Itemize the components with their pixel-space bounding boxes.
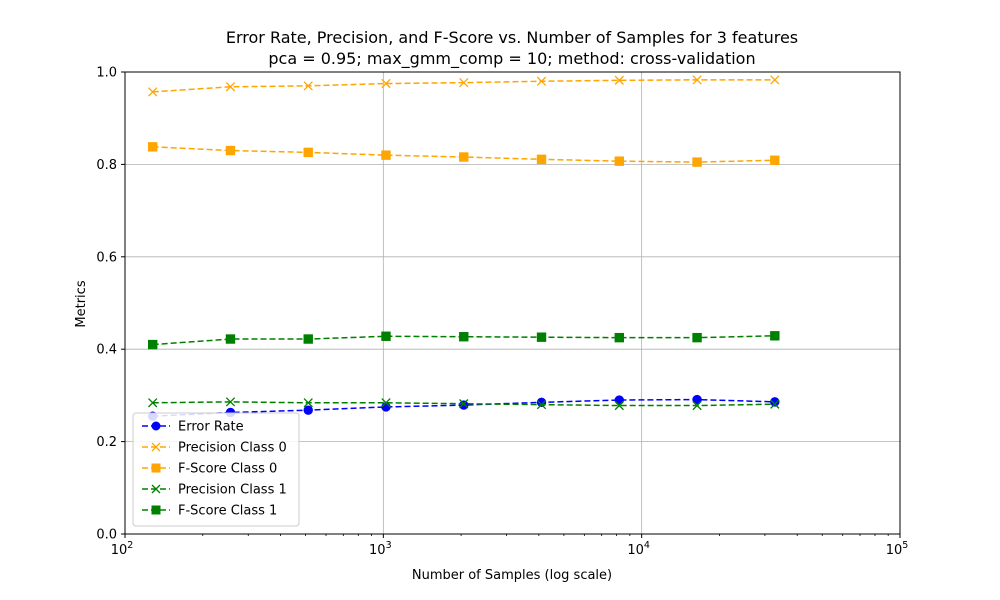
x-tick-base: 10 <box>627 543 644 558</box>
data-point <box>225 145 236 156</box>
plot-frame <box>124 71 901 535</box>
x-tick-label: 105 <box>886 540 909 558</box>
series-f-score-class-1 <box>147 331 780 350</box>
data-point <box>303 334 313 344</box>
data-point <box>381 398 391 408</box>
y-tick-label: 0.8 <box>96 158 117 173</box>
data-point <box>381 78 391 89</box>
y-tick-label: 1.0 <box>96 66 117 81</box>
x-tick-base: 10 <box>111 543 128 558</box>
data-point <box>692 400 702 411</box>
series-layer <box>147 75 780 421</box>
data-point <box>536 154 547 165</box>
data-point <box>225 397 236 407</box>
y-tick-label: 0.6 <box>96 250 117 265</box>
y-tick-label: 0.4 <box>96 343 117 358</box>
legend-item: F-Score Class 0 <box>142 462 277 477</box>
data-point <box>692 332 702 343</box>
legend-item: Error Rate <box>142 420 244 435</box>
y-tick-label: 0.0 <box>96 528 117 543</box>
x-tick-exponent: 4 <box>644 540 650 551</box>
data-point <box>151 463 161 473</box>
x-tick-label: 103 <box>369 540 392 558</box>
data-point <box>770 397 780 407</box>
legend-label: Precision Class 1 <box>178 483 287 498</box>
data-point <box>614 156 624 166</box>
chart-title: Error Rate, Precision, and F-Score vs. N… <box>226 28 798 47</box>
data-point <box>151 484 161 494</box>
data-point <box>151 442 161 452</box>
x-tick-base: 10 <box>886 543 903 558</box>
y-tick-label: 0.2 <box>96 435 117 450</box>
data-point <box>459 152 469 162</box>
data-point <box>770 331 780 341</box>
data-point <box>614 75 624 85</box>
x-tick-exponent: 3 <box>386 540 392 551</box>
x-axis-label: Number of Samples (log scale) <box>412 568 612 583</box>
x-tick-base: 10 <box>369 543 386 558</box>
data-point <box>692 157 702 167</box>
data-point <box>536 332 547 342</box>
data-point <box>151 421 161 431</box>
data-point <box>692 394 702 405</box>
data-point <box>381 331 391 341</box>
data-point <box>303 405 313 415</box>
data-point <box>303 398 313 408</box>
legend-label: F-Score Class 1 <box>178 504 277 519</box>
data-point <box>770 399 780 409</box>
data-point <box>225 82 236 92</box>
data-point <box>381 402 391 412</box>
legend-box <box>132 412 300 527</box>
data-point <box>770 155 780 165</box>
data-point <box>459 77 469 88</box>
legend-label: F-Score Class 0 <box>178 462 277 477</box>
data-point <box>225 334 236 344</box>
data-point <box>692 75 702 85</box>
series-f-score-class-0 <box>147 142 780 167</box>
data-point <box>147 142 158 152</box>
data-point <box>303 147 313 158</box>
data-point <box>303 81 313 91</box>
data-point <box>459 400 469 410</box>
data-point <box>536 76 547 86</box>
x-tick-exponent: 5 <box>902 540 908 551</box>
legend-item: Precision Class 0 <box>142 441 287 456</box>
data-point <box>147 339 158 350</box>
data-point <box>614 332 624 343</box>
data-point <box>459 332 469 342</box>
y-axis-label: Metrics <box>74 280 89 327</box>
data-point <box>459 399 469 409</box>
legend-label: Precision Class 0 <box>178 441 287 456</box>
data-point <box>148 398 158 408</box>
x-tick-label: 102 <box>111 540 134 558</box>
chart-subtitle: pca = 0.95; max_gmm_comp = 10; method: c… <box>268 49 755 69</box>
data-point <box>151 505 161 515</box>
data-point <box>614 400 624 411</box>
legend-item: F-Score Class 1 <box>142 504 277 519</box>
x-tick-exponent: 2 <box>127 540 133 551</box>
legend: Error Rate Precision Class 0 F-Score Class… <box>132 412 300 527</box>
data-point <box>536 399 547 410</box>
x-tick-label: 104 <box>627 540 650 558</box>
data-point <box>614 395 624 405</box>
legend-label: Error Rate <box>178 420 244 435</box>
data-point <box>381 150 391 160</box>
data-point <box>770 75 780 85</box>
legend-item: Precision Class 1 <box>142 483 287 498</box>
series-precision-class-0 <box>148 75 780 97</box>
data-point <box>148 87 158 97</box>
series-precision-class-1 <box>148 397 780 411</box>
